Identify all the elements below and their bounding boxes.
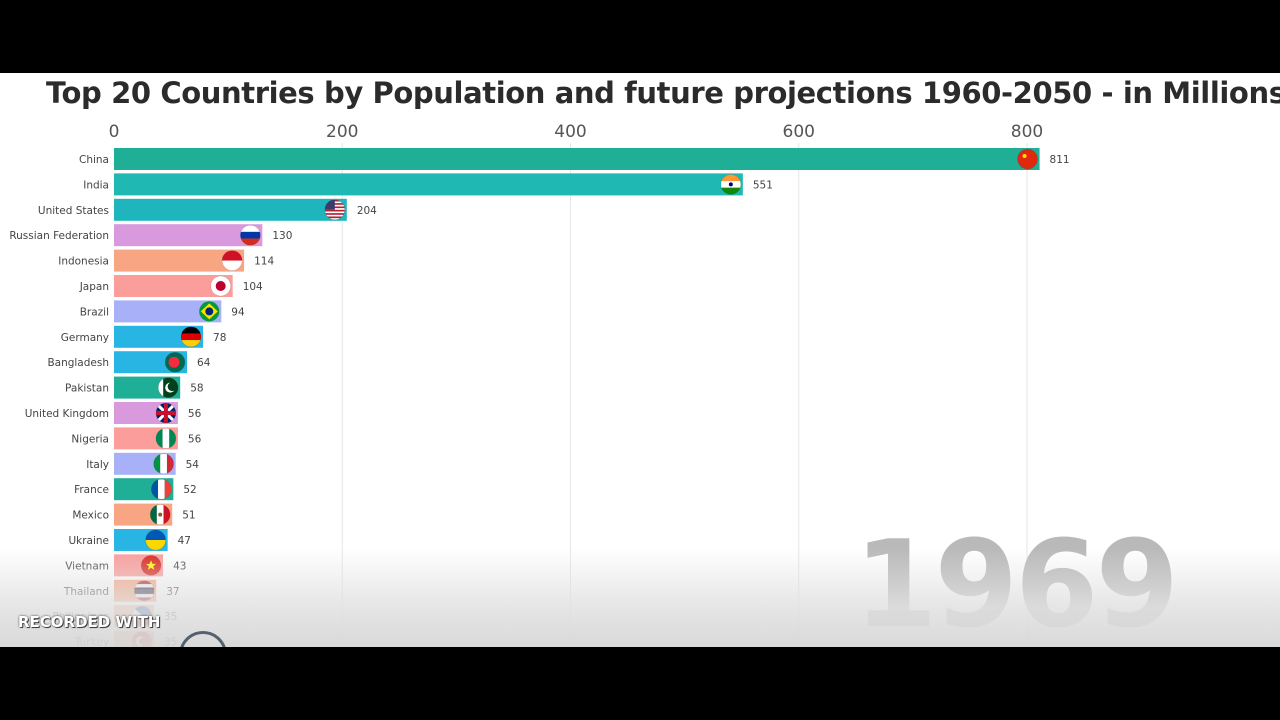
flag-outline — [210, 275, 231, 297]
flag-outline — [155, 402, 177, 424]
germany-flag-icon — [181, 326, 202, 347]
category-label: Nigeria — [71, 433, 109, 445]
usa-flag-icon — [324, 199, 345, 220]
category-label: France — [74, 484, 109, 496]
nigeria-flag-icon — [155, 428, 176, 449]
value-label: 35 — [164, 637, 177, 647]
category-label: India — [83, 179, 109, 191]
flag-outline — [198, 301, 220, 322]
value-label: 94 — [231, 306, 245, 318]
value-label: 54 — [186, 459, 200, 471]
value-label: 37 — [166, 586, 179, 598]
year-label: 1969 — [854, 516, 1179, 647]
bar — [114, 275, 233, 297]
flag-outline — [155, 428, 177, 449]
category-label: Vietnam — [65, 560, 109, 572]
category-label: Pakistan — [65, 383, 109, 395]
pakistan-flag-icon — [158, 377, 179, 398]
category-label: Brazil — [80, 306, 109, 318]
flag-outline — [157, 377, 179, 398]
value-label: 43 — [173, 560, 186, 572]
ukraine-flag-icon — [145, 530, 166, 550]
bar — [114, 249, 245, 272]
category-label: Ukraine — [68, 535, 109, 547]
category-label: Russian Federation — [9, 230, 109, 242]
bar — [114, 224, 263, 247]
flag-outline — [324, 199, 346, 221]
value-label: 204 — [357, 205, 377, 217]
category-label: Japan — [79, 281, 109, 293]
category-label: Thailand — [63, 586, 109, 598]
japan-flag-icon — [210, 276, 231, 296]
value-label: 56 — [188, 433, 202, 445]
category-label: Italy — [86, 459, 109, 471]
value-label: 58 — [190, 383, 203, 395]
value-label: 130 — [272, 230, 292, 242]
value-label: 551 — [753, 179, 773, 191]
india-flag-icon — [720, 174, 741, 195]
value-label: 35 — [164, 611, 177, 623]
bangladesh-flag-icon — [165, 352, 186, 373]
category-label: United States — [38, 205, 109, 217]
category-label: Germany — [61, 332, 109, 344]
russia-flag-icon — [240, 225, 261, 246]
italy-flag-icon — [153, 453, 174, 474]
x-tick-label: 400 — [554, 122, 586, 142]
flag-outline — [1017, 148, 1038, 170]
bar — [114, 300, 222, 323]
chart-title: Top 20 Countries by Population and futur… — [46, 76, 1280, 110]
x-tick-label: 200 — [326, 122, 358, 142]
indonesia-flag-icon — [222, 250, 243, 271]
value-label: 56 — [188, 408, 202, 420]
brazil-flag-icon — [199, 301, 220, 322]
bar — [114, 148, 1040, 170]
mexico-flag-icon — [150, 504, 171, 525]
category-label: Mexico — [72, 510, 109, 522]
flag-outline — [720, 174, 742, 195]
bar — [114, 198, 347, 221]
bar — [114, 173, 743, 196]
flag-outline — [221, 250, 243, 271]
x-tick-label: 600 — [783, 122, 815, 142]
category-label: China — [79, 154, 109, 166]
bar — [114, 325, 204, 348]
china-flag-icon — [1017, 149, 1038, 169]
value-label: 78 — [213, 332, 226, 344]
value-label: 64 — [197, 357, 211, 369]
recorder-watermark: RECORDED WITH — [18, 613, 161, 631]
value-label: 114 — [254, 256, 274, 268]
chart-stage: 0 200 400 600 800 China 811 India 551 United Stat… — [0, 73, 1280, 647]
flag-outline — [149, 504, 171, 525]
value-label: 104 — [243, 281, 263, 293]
value-label: 51 — [182, 510, 195, 522]
flag-outline — [240, 224, 261, 246]
flag-outline — [180, 326, 202, 348]
category-label: Indonesia — [58, 256, 109, 268]
category-label: United Kingdom — [25, 408, 109, 420]
x-tick-label: 800 — [1011, 122, 1043, 142]
flag-outline — [164, 351, 186, 373]
category-label: Bangladesh — [47, 357, 109, 369]
value-label: 811 — [1050, 154, 1070, 166]
uk-flag-icon — [155, 403, 176, 423]
flag-outline — [153, 453, 174, 475]
france-flag-icon — [151, 479, 172, 500]
value-label: 47 — [178, 535, 191, 547]
flag-outline — [151, 478, 172, 500]
x-tick-label: 0 — [109, 122, 120, 142]
value-label: 52 — [183, 484, 196, 496]
category-label: Turkey — [74, 637, 109, 647]
